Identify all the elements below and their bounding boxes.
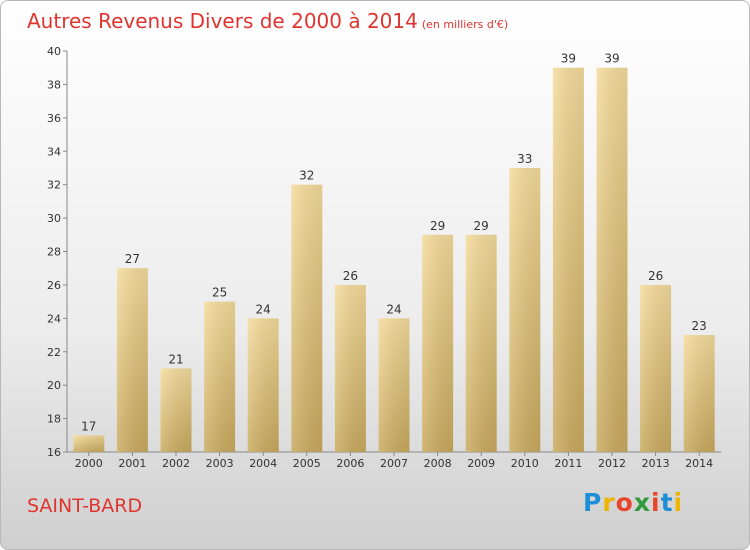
x-tick-label: 2008 [424, 457, 452, 470]
bar-shade [73, 435, 105, 452]
bar-shade [640, 284, 672, 452]
chart-subtitle: (en milliers d'€) [421, 18, 509, 31]
x-tick-label: 2004 [249, 457, 277, 470]
bar-shade [683, 335, 715, 452]
logo-letter: i [651, 488, 661, 517]
data-label: 26 [343, 269, 358, 283]
y-tick-label: 24 [47, 312, 61, 325]
bar-shade [552, 67, 584, 452]
y-tick-label: 38 [47, 78, 61, 91]
y-tick-label: 16 [47, 446, 61, 459]
y-tick-label: 36 [47, 112, 61, 125]
data-label: 27 [125, 252, 140, 266]
data-label: 24 [386, 302, 401, 316]
value-labels: 17 27 21 25 24 32 26 24 29 29 33 39 39 26 23 [81, 52, 707, 434]
y-tick-label: 40 [47, 45, 61, 58]
data-label: 29 [474, 219, 489, 233]
x-tick-label: 2002 [162, 457, 190, 470]
data-label: 26 [648, 269, 663, 283]
x-tick-label: 2001 [118, 457, 146, 470]
y-tick-label: 18 [47, 413, 61, 426]
x-tick-label: 2007 [380, 457, 408, 470]
bar-shade [378, 318, 410, 452]
y-tick-label: 26 [47, 279, 61, 292]
bar-shade [465, 234, 497, 452]
x-axis: 2000 2001 2002 2003 2004 2005 2006 2007 2008 2009… [67, 451, 721, 470]
x-tick-label: 2009 [467, 457, 495, 470]
chart-title: Autres Revenus Divers de 2000 à 2014 (en … [27, 9, 508, 33]
data-label: 39 [604, 52, 619, 66]
data-label: 21 [168, 352, 183, 366]
logo-letter: x [633, 488, 651, 517]
y-tick-label: 20 [47, 379, 61, 392]
x-tick-label: 2012 [598, 457, 626, 470]
x-tick-label: 2006 [336, 457, 364, 470]
x-tick-label: 2013 [642, 457, 670, 470]
bar-shade [334, 284, 366, 452]
x-tick-label: 2000 [75, 457, 103, 470]
bar-shade [422, 234, 454, 452]
bar-shade [160, 368, 192, 452]
proxiti-logo: Proxiti [583, 488, 683, 517]
x-tick-label: 2010 [511, 457, 539, 470]
y-axis: 16 18 20 22 24 26 28 30 32 34 36 38 40 [47, 45, 68, 459]
data-label: 17 [81, 419, 96, 433]
data-label: 23 [692, 319, 707, 333]
logo-letter: i [673, 488, 684, 517]
data-label: 39 [561, 52, 576, 66]
bar-shade [247, 318, 279, 452]
data-label: 29 [430, 219, 445, 233]
bar-shade [291, 184, 323, 452]
data-label: 25 [212, 286, 227, 300]
chart-title-text: Autres Revenus Divers de 2000 à 2014 [27, 9, 418, 33]
logo-letter: t [660, 488, 674, 517]
data-label: 32 [299, 169, 314, 183]
x-tick-label: 2005 [293, 457, 321, 470]
bar-shade [204, 301, 236, 452]
data-label: 24 [256, 302, 271, 316]
logo-letter: r [602, 488, 616, 517]
y-tick-label: 28 [47, 246, 61, 259]
y-tick-label: 30 [47, 212, 61, 225]
logo-letter: P [583, 488, 603, 517]
logo-letter: o [615, 488, 634, 517]
bar-shade [116, 268, 148, 452]
y-tick-label: 22 [47, 346, 61, 359]
bar-shade [509, 167, 541, 453]
y-tick-label: 34 [47, 145, 61, 158]
bar-shade [596, 67, 628, 452]
data-label: 33 [517, 152, 532, 166]
place-name: SAINT-BARD [27, 495, 143, 517]
bars [73, 67, 715, 453]
y-tick-label: 32 [47, 179, 61, 192]
x-tick-label: 2003 [206, 457, 234, 470]
x-tick-label: 2011 [554, 457, 582, 470]
x-tick-label: 2014 [685, 457, 713, 470]
